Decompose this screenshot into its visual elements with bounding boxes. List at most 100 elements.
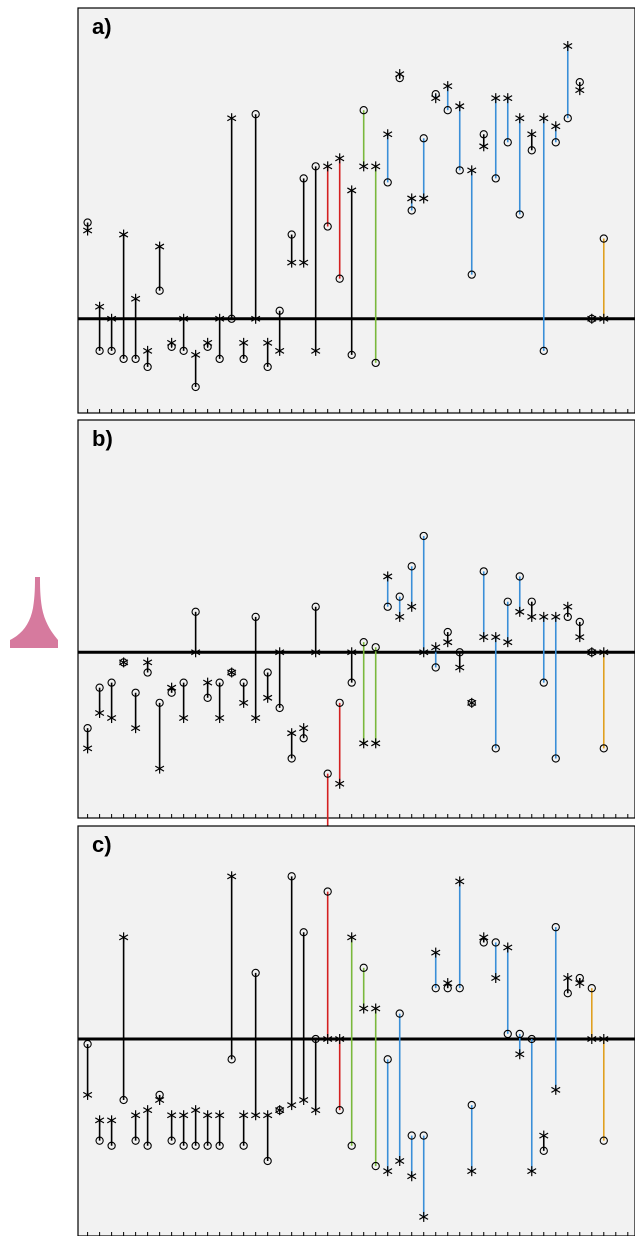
circle-marker: [371, 358, 380, 368]
circle-marker: [335, 1106, 344, 1115]
star-marker: [407, 193, 417, 204]
star-marker: [371, 1003, 381, 1014]
circle-marker: [575, 617, 584, 627]
circle-marker: [455, 984, 464, 993]
circle-marker: [287, 872, 296, 881]
circle-marker: [263, 362, 272, 372]
panel-label: a): [92, 14, 112, 39]
star-marker: [383, 571, 393, 582]
circle-marker: [347, 1141, 356, 1150]
circle-marker: [83, 1039, 92, 1049]
star-marker: [130, 723, 141, 734]
circle-marker: [239, 354, 248, 364]
star-marker: [371, 738, 381, 749]
star-marker: [431, 93, 441, 104]
circle-marker: [587, 984, 596, 993]
panel-3: c): [77, 825, 635, 1236]
star-marker: [395, 69, 405, 80]
circle-marker: [119, 1095, 128, 1105]
circle-marker: [515, 1029, 524, 1039]
star-marker: [191, 1105, 201, 1116]
panel-frame: [77, 825, 635, 1236]
circle-marker: [359, 638, 368, 647]
circle-marker: [599, 1136, 608, 1145]
circle-marker: [407, 562, 416, 571]
star-marker: [563, 973, 573, 983]
star-marker: [227, 871, 237, 882]
circle-marker: [323, 887, 332, 896]
circle-marker: [359, 963, 368, 972]
star-marker: [275, 345, 285, 356]
star-marker: [371, 161, 381, 172]
circle-marker: [299, 174, 308, 183]
star-marker: [491, 93, 501, 104]
star-marker: [503, 93, 513, 104]
star-marker: [479, 632, 489, 643]
star-marker: [467, 697, 477, 708]
star-marker: [106, 313, 117, 324]
circle-marker: [275, 703, 284, 713]
circle-marker: [599, 234, 608, 243]
circle-marker: [371, 1161, 380, 1171]
star-marker: [179, 713, 189, 724]
circle-marker: [491, 938, 500, 947]
circle-marker: [479, 130, 488, 139]
star-marker: [347, 647, 357, 658]
circle-marker: [311, 162, 320, 171]
star-marker: [443, 81, 453, 92]
circle-marker: [431, 663, 440, 672]
star-marker: [154, 763, 165, 774]
circle-marker: [251, 968, 260, 978]
star-marker: [515, 113, 525, 124]
panel-label: b): [92, 426, 113, 451]
star-marker: [239, 337, 249, 348]
star-marker: [239, 1110, 249, 1121]
circle-marker: [251, 110, 260, 119]
star-marker: [359, 738, 369, 749]
star-marker: [515, 606, 525, 617]
star-marker: [599, 313, 609, 324]
star-marker: [263, 1110, 273, 1121]
circle-marker: [563, 114, 572, 123]
circle-marker: [287, 230, 296, 239]
star-marker: [503, 942, 513, 953]
star-marker: [130, 1110, 141, 1121]
star-marker: [359, 1003, 369, 1014]
star-marker: [215, 1110, 225, 1121]
star-marker: [215, 313, 225, 324]
star-marker: [491, 973, 501, 983]
circle-marker: [359, 106, 368, 115]
star-marker: [118, 932, 129, 943]
circle-marker: [551, 138, 560, 147]
star-marker: [539, 1130, 549, 1141]
star-marker: [227, 667, 237, 678]
star-marker: [82, 225, 93, 236]
circle-marker: [563, 612, 572, 622]
star-marker: [142, 345, 153, 356]
star-marker: [167, 337, 177, 348]
star-marker: [299, 1095, 309, 1105]
circle-marker: [95, 346, 104, 356]
circle-marker: [191, 607, 200, 616]
star-marker: [227, 113, 237, 124]
circle-marker: [179, 678, 188, 687]
star-marker: [335, 153, 345, 164]
star-marker: [479, 932, 489, 943]
circle-marker: [347, 350, 356, 360]
star-marker: [539, 113, 549, 124]
circle-marker: [443, 627, 452, 637]
star-marker: [203, 1110, 213, 1121]
star-marker: [587, 647, 597, 658]
circle-marker: [467, 1100, 476, 1110]
star-marker: [251, 713, 261, 724]
star-marker: [191, 349, 201, 360]
star-marker: [419, 193, 429, 204]
star-marker: [82, 743, 93, 754]
circle-marker: [215, 678, 224, 687]
circle-marker: [107, 346, 116, 356]
star-marker: [94, 301, 105, 312]
circle-marker: [335, 698, 344, 708]
star-marker: [527, 611, 537, 622]
star-marker: [455, 662, 465, 673]
star-marker: [575, 632, 585, 643]
